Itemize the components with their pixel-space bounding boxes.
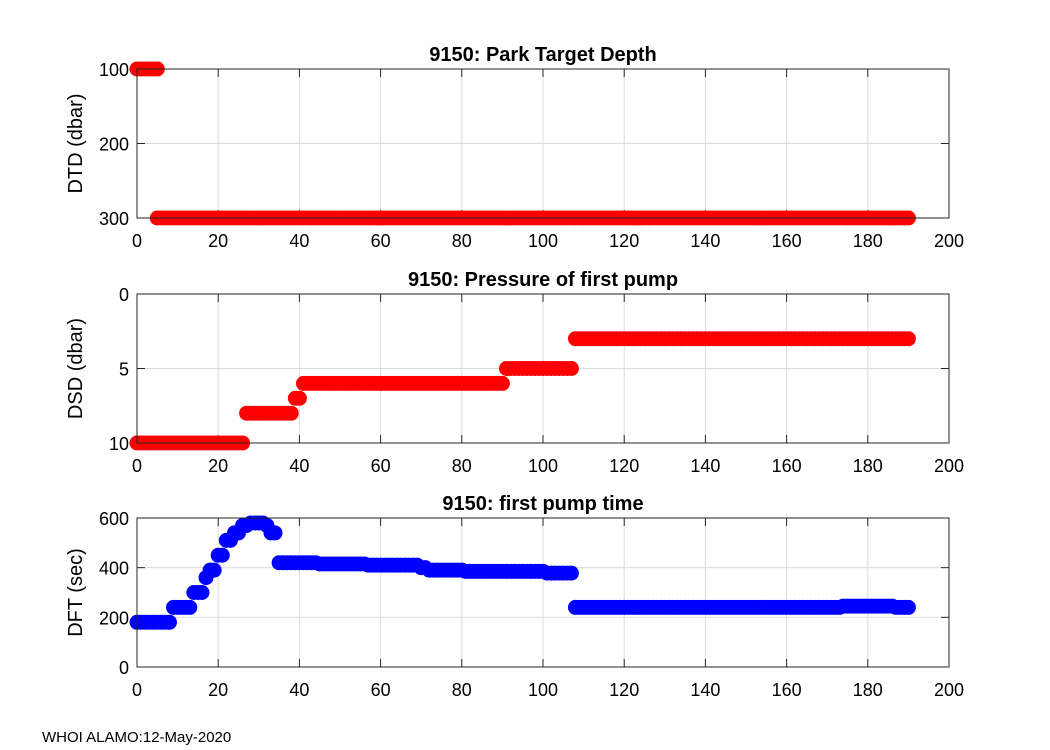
chart-panel-3: 0 20 40 60 80 100 120 140 160 180 200 0 200 400 600 915… — [65, 493, 964, 700]
data-point — [900, 331, 916, 347]
x-tick-label: 180 — [853, 231, 883, 251]
y-tick-label: 400 — [99, 559, 129, 579]
data-point — [267, 525, 283, 541]
x-tick-label: 120 — [609, 680, 639, 700]
x-tick-label: 120 — [609, 456, 639, 476]
data-point — [291, 390, 307, 406]
x-tick-label: 60 — [371, 231, 391, 251]
axes-frame — [136, 293, 950, 444]
y-tick-label: 10 — [109, 434, 129, 454]
x-tick-label: 20 — [208, 231, 228, 251]
x-tick-label: 0 — [132, 231, 142, 251]
y-axis-label: DTD (dbar) — [65, 93, 87, 193]
x-tick-label: 160 — [772, 680, 802, 700]
axes-frame — [136, 517, 950, 668]
data-point — [563, 565, 579, 581]
x-tick-label: 40 — [289, 231, 309, 251]
x-tick-label: 160 — [772, 231, 802, 251]
x-tick-label: 140 — [690, 680, 720, 700]
chart-panel-2: 0 20 40 60 80 100 120 140 160 180 200 0 5 10 9150: Pre… — [65, 269, 964, 476]
x-tick-label: 180 — [853, 456, 883, 476]
x-tick-label: 140 — [690, 456, 720, 476]
x-tick-label: 60 — [371, 680, 391, 700]
y-tick-label: 600 — [99, 509, 129, 529]
y-tick-label: 0 — [119, 285, 129, 305]
x-tick-label: 180 — [853, 680, 883, 700]
y-axis-label: DSD (dbar) — [65, 318, 87, 419]
data-point — [182, 599, 198, 615]
x-tick-label: 80 — [452, 231, 472, 251]
y-tick-label: 5 — [119, 360, 129, 380]
x-tick-label: 0 — [132, 680, 142, 700]
axes-frame — [136, 68, 950, 219]
y-tick-label: 200 — [99, 608, 129, 628]
y-axis-label: DFT (sec) — [65, 548, 87, 637]
x-tick-label: 80 — [452, 680, 472, 700]
x-tick-label: 40 — [289, 456, 309, 476]
x-tick-label: 160 — [772, 456, 802, 476]
x-tick-label: 40 — [289, 680, 309, 700]
x-tick-label: 20 — [208, 680, 228, 700]
x-tick-label: 100 — [528, 456, 558, 476]
chart-panel-1: 0 20 40 60 80 100 120 140 160 180 200 100 200 300 9150… — [65, 44, 964, 251]
data-point — [194, 585, 210, 600]
data-point — [161, 614, 177, 630]
x-tick-label: 20 — [208, 456, 228, 476]
x-tick-label: 200 — [934, 231, 964, 251]
data-point — [494, 375, 510, 391]
y-tick-label: 300 — [99, 209, 129, 229]
x-tick-label: 0 — [132, 456, 142, 476]
x-tick-label: 100 — [528, 231, 558, 251]
y-tick-label: 100 — [99, 60, 129, 80]
footer-label: WHOI ALAMO:12-May-2020 — [42, 729, 231, 746]
data-point — [900, 599, 916, 615]
x-tick-label: 60 — [371, 456, 391, 476]
x-tick-label: 120 — [609, 231, 639, 251]
y-tick-label: 200 — [99, 135, 129, 155]
chart-title: 9150: Pressure of first pump — [408, 269, 678, 291]
data-point — [214, 547, 230, 563]
chart-title: 9150: Park Target Depth — [429, 44, 657, 66]
x-tick-label: 200 — [934, 680, 964, 700]
data-point — [563, 361, 579, 376]
x-tick-label: 140 — [690, 231, 720, 251]
x-tick-label: 80 — [452, 456, 472, 476]
chart-title: 9150: first pump time — [442, 493, 643, 515]
y-tick-label: 0 — [119, 658, 129, 678]
data-point — [283, 405, 299, 421]
x-tick-label: 200 — [934, 456, 964, 476]
data-point — [206, 562, 222, 578]
x-tick-label: 100 — [528, 680, 558, 700]
